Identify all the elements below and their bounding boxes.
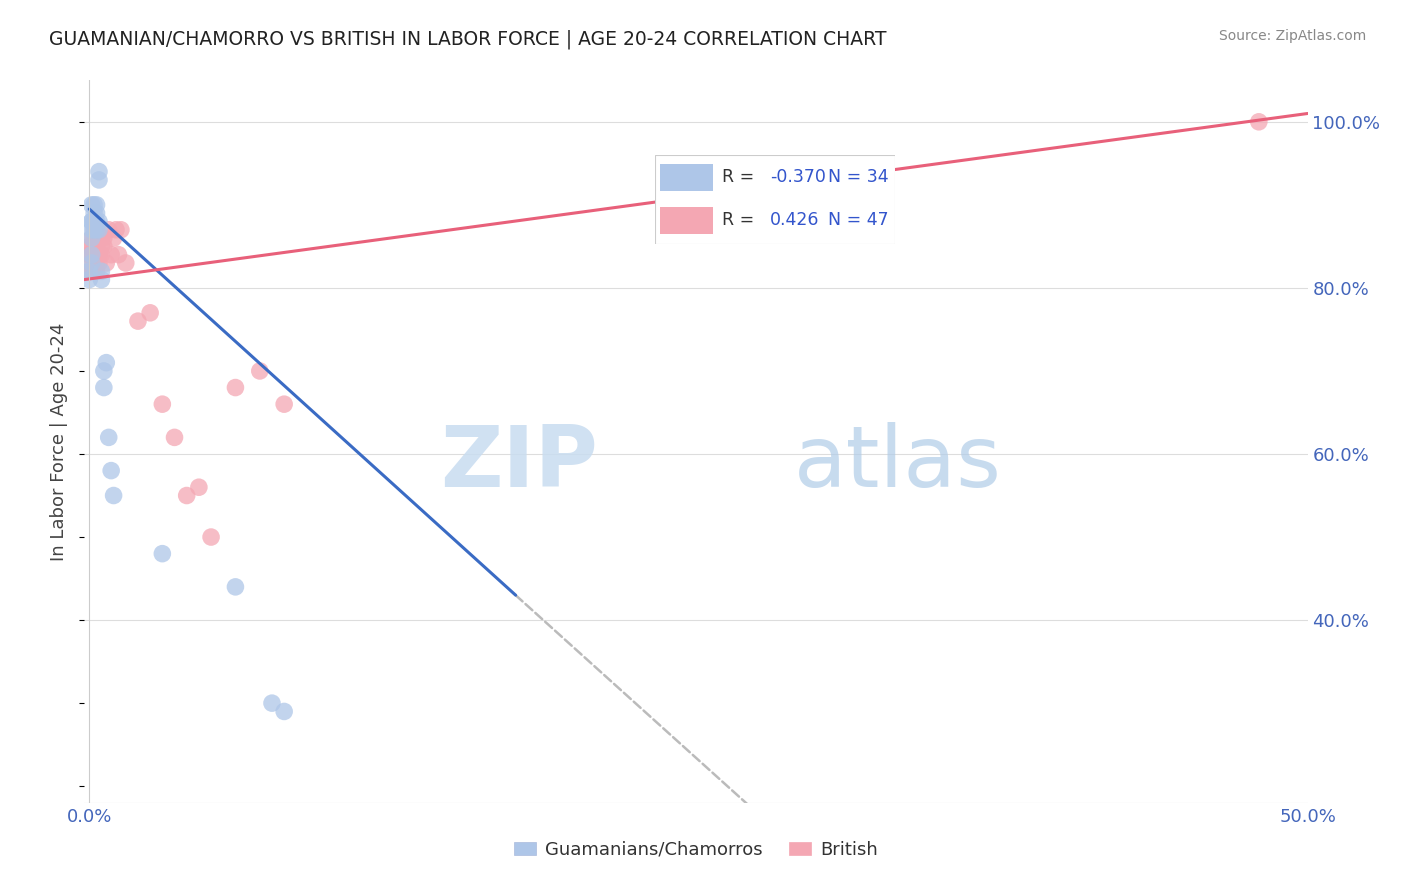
Point — [114, 256, 136, 270]
Point — [77, 272, 100, 286]
Text: 0.426: 0.426 — [770, 211, 820, 229]
Point — [80, 198, 103, 212]
Point — [105, 223, 128, 237]
Point — [86, 214, 108, 228]
Text: ZIP: ZIP — [440, 422, 598, 505]
Point — [90, 264, 112, 278]
Text: R =: R = — [723, 169, 755, 186]
Point — [93, 231, 115, 245]
Point — [80, 223, 103, 237]
Point — [260, 696, 283, 710]
Point — [80, 248, 103, 262]
Point — [139, 306, 162, 320]
Point — [80, 214, 103, 228]
Legend: Guamanians/Chamorros, British: Guamanians/Chamorros, British — [506, 834, 886, 866]
Point — [87, 214, 110, 228]
Point — [83, 223, 105, 237]
Text: N = 34: N = 34 — [828, 169, 889, 186]
Point — [80, 214, 103, 228]
Bar — [659, 207, 713, 234]
Point — [83, 214, 105, 228]
Point — [80, 239, 103, 253]
Point — [86, 231, 108, 245]
Point — [273, 397, 295, 411]
Point — [87, 248, 110, 262]
Point — [127, 314, 149, 328]
Point — [80, 256, 103, 270]
Point — [107, 248, 129, 262]
Point — [97, 430, 120, 444]
Point — [110, 223, 132, 237]
Point — [90, 248, 112, 262]
Point — [83, 264, 105, 278]
Point — [273, 705, 295, 719]
Point — [83, 198, 105, 212]
Point — [249, 364, 271, 378]
Point — [150, 547, 173, 561]
Point — [77, 239, 100, 253]
Point — [224, 380, 246, 394]
Bar — [659, 164, 713, 191]
Point — [187, 480, 209, 494]
Point — [83, 239, 105, 253]
Text: -0.370: -0.370 — [770, 169, 827, 186]
Point — [87, 173, 110, 187]
Point — [86, 198, 108, 212]
Point — [90, 272, 112, 286]
Point — [96, 256, 118, 270]
Point — [87, 223, 110, 237]
Point — [83, 214, 105, 228]
Point — [93, 364, 115, 378]
Text: GUAMANIAN/CHAMORRO VS BRITISH IN LABOR FORCE | AGE 20-24 CORRELATION CHART: GUAMANIAN/CHAMORRO VS BRITISH IN LABOR F… — [49, 29, 887, 49]
Point — [83, 231, 105, 245]
Point — [150, 397, 173, 411]
Point — [103, 231, 125, 245]
Point — [93, 239, 115, 253]
Point — [77, 264, 100, 278]
Point — [86, 223, 108, 237]
Point — [80, 264, 103, 278]
Point — [87, 164, 110, 178]
Point — [87, 231, 110, 245]
Point — [163, 430, 186, 444]
Point — [86, 206, 108, 220]
Text: atlas: atlas — [794, 422, 1002, 505]
Point — [80, 256, 103, 270]
Point — [86, 248, 108, 262]
Point — [83, 214, 105, 228]
Point — [87, 256, 110, 270]
Point — [176, 489, 198, 503]
Point — [224, 580, 246, 594]
Point — [83, 223, 105, 237]
Point — [77, 248, 100, 262]
Point — [83, 256, 105, 270]
Point — [83, 206, 105, 220]
Point — [90, 231, 112, 245]
Point — [1247, 115, 1270, 129]
Point — [90, 239, 112, 253]
Point — [80, 248, 103, 262]
Point — [80, 231, 103, 245]
Point — [86, 264, 108, 278]
Text: R =: R = — [723, 211, 755, 229]
Point — [86, 239, 108, 253]
Point — [77, 264, 100, 278]
Point — [103, 489, 125, 503]
Point — [93, 380, 115, 394]
Point — [97, 223, 120, 237]
Point — [100, 248, 122, 262]
Point — [83, 248, 105, 262]
Y-axis label: In Labor Force | Age 20-24: In Labor Force | Age 20-24 — [51, 322, 69, 561]
Point — [100, 464, 122, 478]
Point — [80, 231, 103, 245]
Point — [96, 356, 118, 370]
Text: N = 47: N = 47 — [828, 211, 889, 229]
Point — [86, 256, 108, 270]
Text: Source: ZipAtlas.com: Source: ZipAtlas.com — [1219, 29, 1367, 44]
Point — [200, 530, 222, 544]
